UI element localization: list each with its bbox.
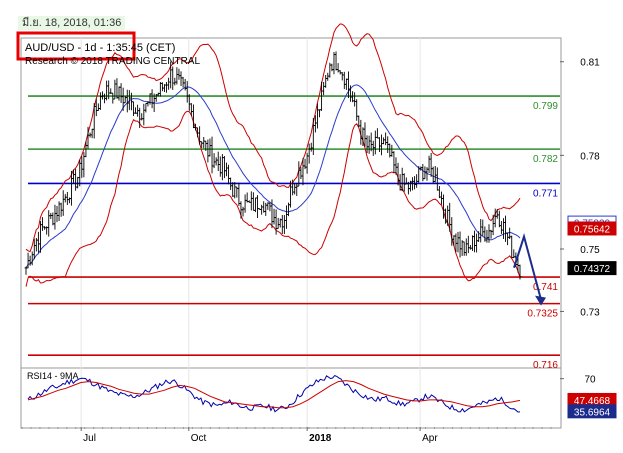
y-tick-label: 0.78 xyxy=(580,151,600,162)
rsi-ma-line xyxy=(27,380,521,409)
rsi-panel-frame xyxy=(20,367,562,429)
rsi-tag-value-bg xyxy=(567,404,617,419)
y-tick-label: 0.73 xyxy=(580,307,600,318)
level-label: 0.716 xyxy=(533,360,558,371)
y-tick-label: 0.81 xyxy=(580,58,600,69)
symbol-highlight-box xyxy=(16,31,136,61)
rsi-title: RSI14 - 9MA xyxy=(27,371,79,381)
symbol-label: AUD/USD - 1d - 1:35:45 (CET) xyxy=(25,42,175,54)
datetime-stamp: มี.ย. 18, 2018, 01:36 xyxy=(18,16,126,30)
rsi-line xyxy=(27,375,521,413)
price-tag-bollinger: 0.75642 xyxy=(574,224,611,235)
top-bar: มี.ย. 18, 2018, 01:36 xyxy=(0,0,623,30)
forecast-arrow-line xyxy=(513,232,542,300)
forecast-arrow-head xyxy=(535,295,546,306)
rsi-tick-label: 70 xyxy=(584,375,596,386)
rsi-tag-ma: 47.4668 xyxy=(574,396,611,407)
x-tick-label: Oct xyxy=(191,433,207,444)
level-label: 0.7325 xyxy=(527,309,558,320)
x-tick-label: 2018 xyxy=(309,433,332,444)
level-label: 0.741 xyxy=(533,282,558,293)
price-tag-last: 0.74372 xyxy=(574,264,611,275)
level-label: 0.799 xyxy=(533,101,558,112)
y-tick-label: 0.75 xyxy=(580,245,600,256)
research-label: Research © 2018 TRADING CENTRAL xyxy=(25,56,200,67)
x-tick-label: Apr xyxy=(422,433,438,444)
bollinger-lower-line xyxy=(25,110,521,287)
level-label: 0.771 xyxy=(533,188,558,199)
price-tag-last-bg xyxy=(567,261,617,276)
rsi-tag-value: 35.6964 xyxy=(574,407,611,418)
price-tag-bollinger-bg xyxy=(567,221,617,236)
level-label: 0.782 xyxy=(533,154,558,165)
x-tick-label: Jul xyxy=(83,433,96,444)
bollinger-upper-line xyxy=(25,23,521,253)
